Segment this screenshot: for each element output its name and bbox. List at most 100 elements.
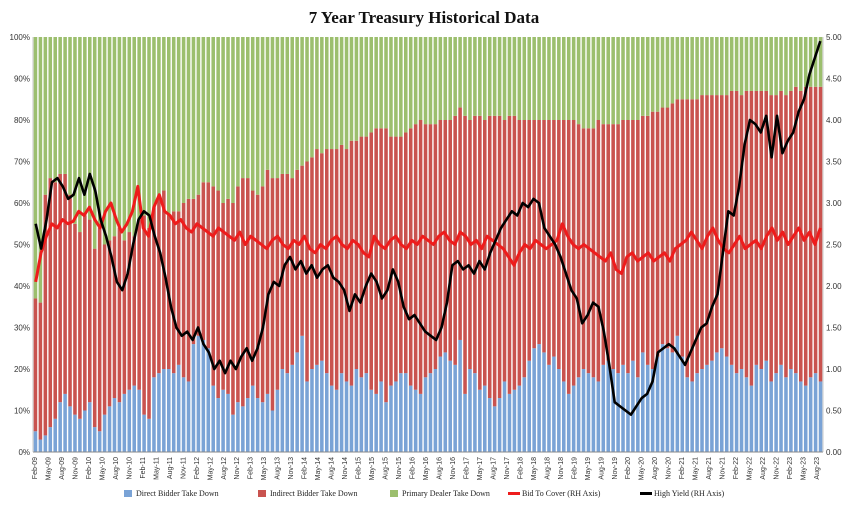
bar-dealer bbox=[265, 37, 270, 170]
bar-indirect bbox=[152, 207, 156, 378]
bar-dealer bbox=[43, 37, 48, 195]
bar-indirect bbox=[764, 90, 768, 361]
bar-indirect bbox=[369, 132, 373, 390]
bar-indirect bbox=[492, 115, 497, 407]
bar-dealer bbox=[715, 37, 719, 96]
bar-dealer bbox=[290, 37, 294, 179]
bar-indirect bbox=[626, 120, 630, 374]
bar-dealer bbox=[794, 37, 798, 87]
bar-dealer bbox=[818, 37, 823, 87]
bar-direct bbox=[468, 369, 472, 452]
x-tick-label: Aug-13 bbox=[275, 457, 282, 480]
bar-dealer bbox=[502, 37, 507, 120]
bar-indirect bbox=[394, 136, 398, 382]
bar-indirect bbox=[43, 194, 48, 436]
bar-dealer bbox=[295, 37, 299, 170]
bar-dealer bbox=[339, 37, 344, 145]
left-tick-label: 100% bbox=[10, 33, 30, 42]
bar-dealer bbox=[497, 37, 502, 116]
bar-direct bbox=[68, 406, 72, 452]
bar-direct bbox=[344, 381, 349, 452]
bar-dealer bbox=[191, 37, 196, 199]
x-tick-label: Nov-21 bbox=[720, 457, 727, 480]
bar-dealer bbox=[132, 37, 136, 237]
bar-dealer bbox=[142, 37, 146, 216]
bar-indirect bbox=[344, 149, 349, 382]
legend-swatch bbox=[390, 490, 398, 497]
bar-dealer bbox=[700, 37, 704, 96]
bar-dealer bbox=[492, 37, 497, 116]
right-tick-label: 3.00 bbox=[826, 199, 842, 208]
legend-label: Indirect Bidder Take Down bbox=[270, 489, 358, 498]
bar-dealer bbox=[246, 37, 250, 179]
bar-dealer bbox=[685, 37, 689, 100]
bar-direct bbox=[216, 398, 220, 452]
bar-indirect bbox=[665, 107, 670, 349]
bar-indirect bbox=[201, 182, 206, 340]
bar-direct bbox=[749, 385, 754, 452]
bar-indirect bbox=[117, 227, 122, 403]
bar-direct bbox=[458, 339, 462, 452]
bar-dealer bbox=[78, 37, 82, 233]
bar-direct bbox=[448, 360, 452, 452]
x-tick-label: Nov-12 bbox=[234, 457, 241, 480]
bar-dealer bbox=[754, 37, 759, 91]
bar-indirect bbox=[290, 178, 294, 365]
bar-indirect bbox=[680, 99, 685, 357]
bar-direct bbox=[246, 398, 250, 452]
bar-indirect bbox=[241, 178, 245, 407]
right-tick-label: 4.50 bbox=[826, 75, 842, 84]
bar-direct bbox=[675, 335, 680, 452]
bar-dealer bbox=[334, 37, 339, 150]
bar-indirect bbox=[655, 111, 660, 357]
bar-dealer bbox=[231, 37, 235, 203]
bar-dealer bbox=[280, 37, 285, 174]
bar-indirect bbox=[260, 186, 265, 403]
bar-direct bbox=[478, 389, 482, 452]
bar-indirect bbox=[127, 232, 132, 390]
x-tick-label: May-14 bbox=[315, 457, 322, 480]
x-tick-label: Nov-15 bbox=[396, 457, 403, 480]
bar-direct bbox=[705, 364, 709, 452]
bar-dealer bbox=[774, 37, 778, 96]
bar-dealer bbox=[325, 37, 329, 150]
bar-direct bbox=[473, 373, 477, 452]
bar-dealer bbox=[236, 37, 240, 187]
bar-indirect bbox=[433, 124, 438, 370]
x-tick-label: Nov-18 bbox=[558, 457, 565, 480]
bar-dealer bbox=[626, 37, 630, 120]
bar-indirect bbox=[339, 144, 344, 374]
bar-direct bbox=[739, 369, 744, 452]
bar-indirect bbox=[211, 186, 215, 386]
bar-direct bbox=[339, 373, 344, 452]
bar-direct bbox=[774, 373, 778, 452]
bid-to-cover-line bbox=[34, 184, 822, 283]
bar-dealer bbox=[655, 37, 660, 112]
bar-indirect bbox=[206, 182, 211, 349]
x-tick-label: Aug-12 bbox=[221, 457, 228, 480]
x-tick-label: May-23 bbox=[801, 457, 808, 480]
bar-dealer bbox=[186, 37, 191, 199]
bar-indirect bbox=[512, 115, 517, 390]
high-yield-line bbox=[34, 40, 822, 416]
bar-dealer bbox=[562, 37, 566, 120]
x-tick-label: Aug-22 bbox=[760, 457, 767, 480]
bar-indirect bbox=[754, 90, 759, 365]
bar-dealer bbox=[58, 37, 62, 174]
bar-dealer bbox=[631, 37, 635, 120]
x-tick-label: May-10 bbox=[99, 457, 106, 480]
bar-dealer bbox=[636, 37, 640, 120]
bar-dealer bbox=[374, 37, 378, 129]
x-tick-label: May-13 bbox=[261, 457, 268, 480]
bar-direct bbox=[601, 364, 606, 452]
bar-direct bbox=[285, 373, 290, 452]
left-tick-label: 0% bbox=[18, 448, 30, 457]
bar-direct bbox=[517, 385, 522, 452]
bar-direct bbox=[813, 373, 818, 452]
bar-direct bbox=[566, 393, 571, 452]
x-tick-label: Feb-23 bbox=[787, 457, 794, 479]
bar-direct bbox=[660, 344, 665, 452]
bar-indirect bbox=[58, 173, 62, 403]
bar-direct bbox=[522, 377, 527, 452]
bar-direct bbox=[236, 402, 240, 452]
